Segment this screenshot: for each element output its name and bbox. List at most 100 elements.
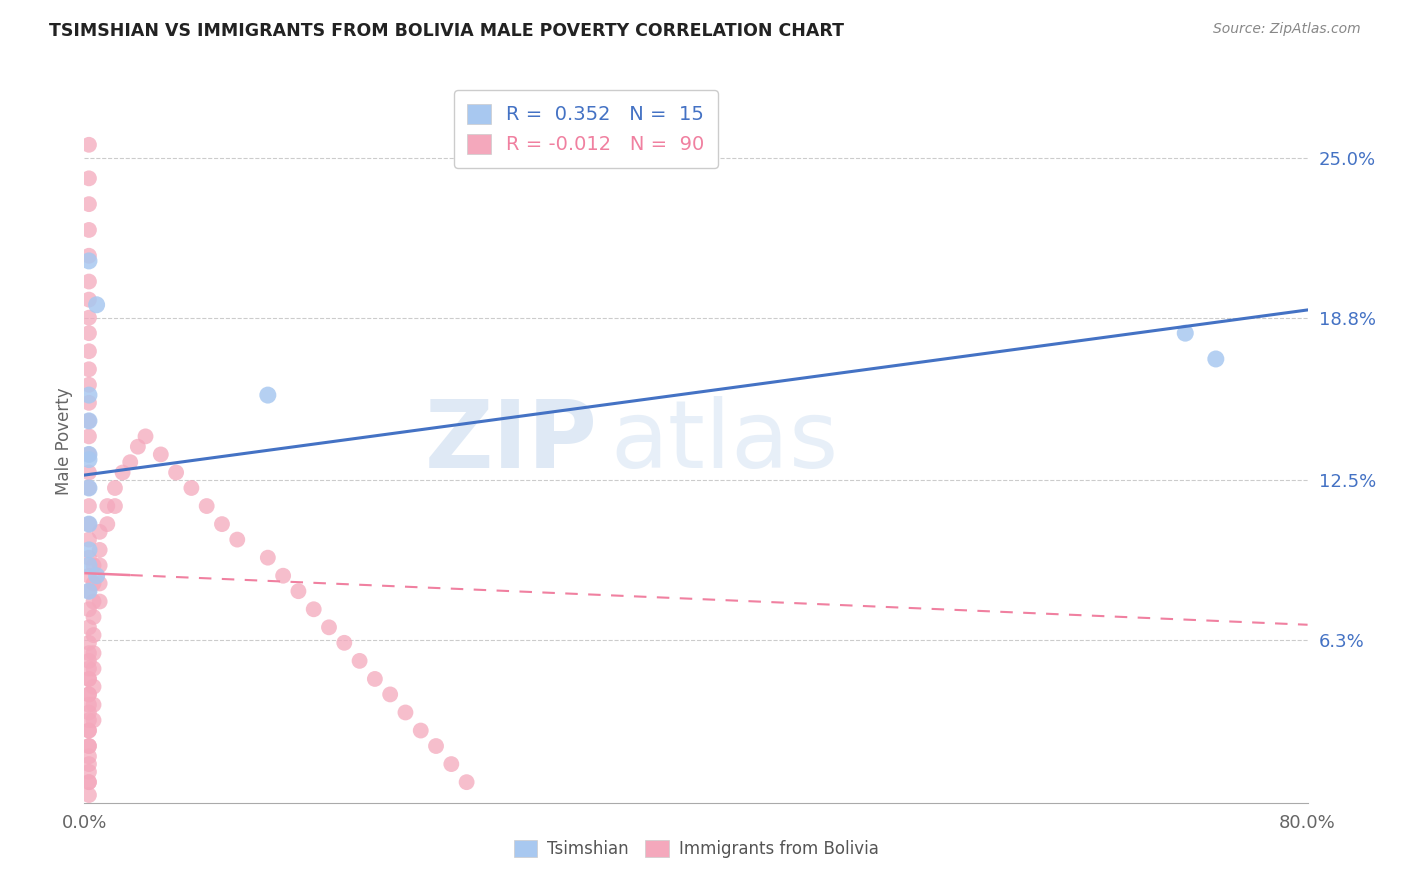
- Point: [83, 680, 105, 694]
- Point: [77, 584, 100, 599]
- Point: [83, 713, 105, 727]
- Point: [86, 568, 108, 582]
- Point: [77, 447, 100, 461]
- Point: [77, 377, 100, 392]
- Point: [1205, 351, 1227, 366]
- Point: [89, 542, 111, 557]
- Point: [77, 197, 100, 211]
- Point: [77, 310, 100, 325]
- Point: [77, 388, 100, 402]
- Point: [77, 749, 100, 764]
- Point: [77, 452, 100, 467]
- Point: [287, 584, 309, 599]
- Point: [77, 620, 100, 634]
- Point: [83, 558, 105, 573]
- Point: [77, 646, 100, 660]
- Point: [302, 602, 325, 616]
- Point: [77, 713, 100, 727]
- Point: [333, 636, 356, 650]
- Point: [77, 466, 100, 480]
- Point: [77, 542, 100, 557]
- Point: [77, 698, 100, 712]
- Point: [77, 687, 100, 701]
- Point: [195, 499, 218, 513]
- Point: [120, 455, 142, 469]
- Point: [77, 602, 100, 616]
- Point: [127, 440, 149, 454]
- Point: [77, 550, 100, 565]
- Point: [77, 672, 100, 686]
- Point: [77, 293, 100, 307]
- Point: [77, 723, 100, 738]
- Point: [77, 137, 100, 152]
- Point: [83, 662, 105, 676]
- Point: [77, 499, 100, 513]
- Point: [77, 558, 100, 573]
- Point: [165, 466, 187, 480]
- Point: [394, 706, 416, 720]
- Point: [104, 481, 127, 495]
- Point: [77, 326, 100, 341]
- Point: [77, 723, 100, 738]
- Point: [77, 739, 100, 753]
- Point: [77, 414, 100, 428]
- Point: [83, 594, 105, 608]
- Point: [89, 576, 111, 591]
- Point: [77, 788, 100, 802]
- Y-axis label: Male Poverty: Male Poverty: [55, 388, 73, 495]
- Legend: Tsimshian, Immigrants from Bolivia: Tsimshian, Immigrants from Bolivia: [505, 832, 887, 867]
- Point: [77, 687, 100, 701]
- Point: [96, 499, 118, 513]
- Point: [77, 275, 100, 289]
- Point: [271, 568, 294, 582]
- Point: [77, 706, 100, 720]
- Point: [349, 654, 371, 668]
- Point: [89, 594, 111, 608]
- Point: [83, 646, 105, 660]
- Point: [77, 662, 100, 676]
- Point: [77, 533, 100, 547]
- Point: [77, 757, 100, 772]
- Point: [86, 298, 108, 312]
- Point: [77, 568, 100, 582]
- Point: [77, 584, 100, 599]
- Point: [1174, 326, 1197, 341]
- Point: [425, 739, 447, 753]
- Point: [77, 481, 100, 495]
- Point: [77, 223, 100, 237]
- Point: [89, 558, 111, 573]
- Point: [135, 429, 157, 443]
- Point: [77, 654, 100, 668]
- Point: [380, 687, 402, 701]
- Point: [77, 362, 100, 376]
- Point: [77, 481, 100, 495]
- Point: [77, 672, 100, 686]
- Point: [77, 249, 100, 263]
- Point: [104, 499, 127, 513]
- Point: [77, 396, 100, 410]
- Point: [77, 636, 100, 650]
- Point: [77, 764, 100, 779]
- Point: [83, 610, 105, 624]
- Point: [111, 466, 134, 480]
- Point: [257, 388, 280, 402]
- Point: [409, 723, 432, 738]
- Point: [180, 481, 202, 495]
- Point: [318, 620, 340, 634]
- Point: [456, 775, 478, 789]
- Point: [77, 775, 100, 789]
- Point: [77, 429, 100, 443]
- Text: ZIP: ZIP: [425, 395, 598, 488]
- Point: [83, 698, 105, 712]
- Text: Source: ZipAtlas.com: Source: ZipAtlas.com: [1213, 22, 1361, 37]
- Point: [149, 447, 172, 461]
- Point: [83, 576, 105, 591]
- Text: atlas: atlas: [610, 395, 838, 488]
- Point: [77, 254, 100, 268]
- Text: TSIMSHIAN VS IMMIGRANTS FROM BOLIVIA MALE POVERTY CORRELATION CHART: TSIMSHIAN VS IMMIGRANTS FROM BOLIVIA MAL…: [49, 22, 844, 40]
- Point: [89, 524, 111, 539]
- Point: [257, 550, 280, 565]
- Point: [77, 171, 100, 186]
- Point: [77, 344, 100, 359]
- Point: [96, 517, 118, 532]
